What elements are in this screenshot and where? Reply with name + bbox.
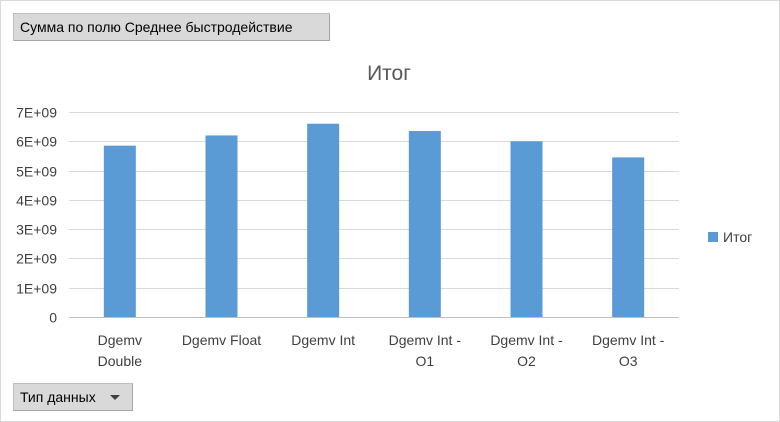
axis-field-label: Тип данных (20, 389, 96, 405)
bars (103, 123, 645, 317)
y-tick-label: 2E+09 (16, 251, 57, 267)
chart-title: Итог (367, 62, 411, 85)
y-tick-label: 4E+09 (16, 193, 57, 209)
bar (307, 123, 340, 317)
legend: Итог (708, 229, 752, 245)
bar (408, 131, 441, 317)
x-tick-label: Dgemv Int -O1 (389, 332, 462, 369)
y-axis-tick-labels: 0 1E+09 2E+09 3E+09 4E+09 5E+09 6E+09 7E+09 (16, 105, 57, 326)
axis-field-button[interactable]: Тип данных (13, 383, 133, 411)
gridlines (69, 112, 679, 318)
x-axis-tick-labels: Dgemv Double Dgemv Float Dgemv Int Dgemv Int… (98, 332, 665, 369)
x-tick-label: Dgemv Double (98, 332, 143, 369)
y-tick-label: 6E+09 (16, 134, 57, 150)
bar (510, 141, 543, 317)
y-tick-label: 5E+09 (16, 164, 57, 180)
value-field-button[interactable]: Сумма по полю Среднее быстродействие (13, 13, 330, 41)
value-field-label: Сумма по полю Среднее быстродействие (20, 19, 293, 35)
y-tick-label: 7E+09 (16, 105, 57, 121)
x-tick-label: Dgemv Float (182, 332, 261, 348)
x-tick-label: Dgemv Int -O3 (592, 332, 665, 369)
y-tick-label: 1E+09 (16, 281, 57, 297)
legend-swatch (708, 232, 718, 242)
chevron-down-icon[interactable] (109, 394, 120, 400)
bar (103, 145, 136, 317)
bar (205, 135, 238, 317)
x-tick-label: Dgemv Int -O2 (490, 332, 563, 369)
y-tick-label: 0 (49, 310, 57, 326)
x-tick-label: Dgemv Int (291, 332, 355, 348)
legend-label: Итог (723, 229, 752, 245)
y-tick-label: 3E+09 (16, 222, 57, 238)
bar (612, 157, 645, 317)
